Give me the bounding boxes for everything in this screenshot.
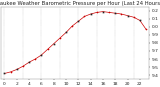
Title: Milwaukee Weather Barometric Pressure per Hour (Last 24 Hours): Milwaukee Weather Barometric Pressure pe… [0, 1, 160, 6]
